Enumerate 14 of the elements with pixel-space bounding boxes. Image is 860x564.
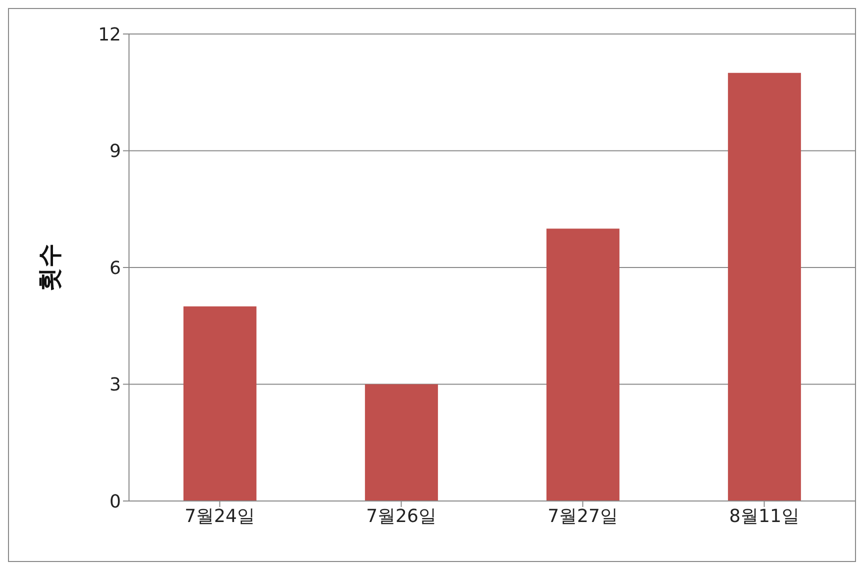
x-tick-label: 7월26일: [366, 506, 436, 527]
y-tick-label: 0: [110, 491, 121, 512]
y-tick-label: 12: [98, 24, 121, 46]
x-tick-label: 8월11일: [729, 506, 800, 527]
bar: [728, 72, 801, 501]
bar: [546, 228, 620, 501]
y-tick-label: 9: [110, 141, 121, 162]
bar: [364, 384, 438, 501]
bar: [183, 306, 256, 501]
x-tick-label: 7월24일: [184, 506, 255, 527]
y-tick-label: 3: [110, 374, 121, 396]
y-tick-label: 6: [110, 258, 121, 279]
y-axis-title: 횟수: [36, 244, 64, 292]
x-tick-label: 7월27일: [548, 506, 618, 527]
